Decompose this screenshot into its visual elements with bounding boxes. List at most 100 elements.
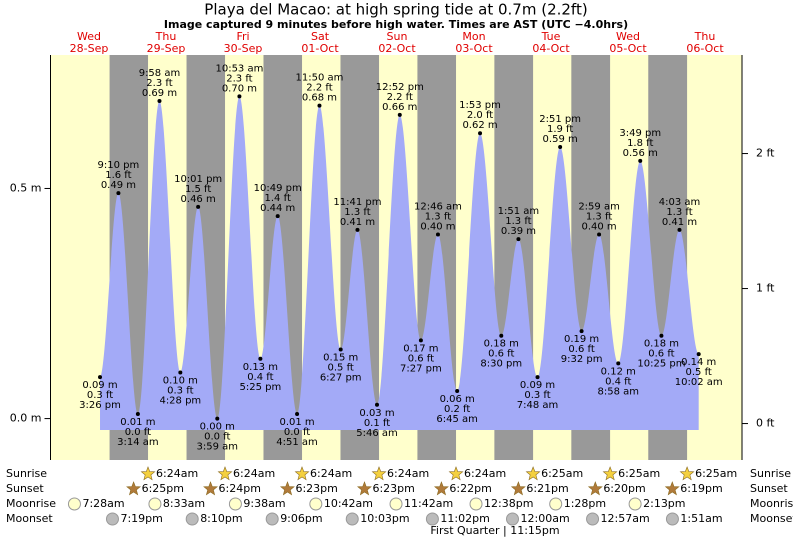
tide-point [418, 338, 423, 343]
sun-icon [510, 481, 526, 496]
y2-tick-label: 0 ft [756, 417, 775, 430]
tide-label: 0.56 m [623, 148, 658, 159]
tide-label: 0.00 m [200, 422, 235, 433]
day-date: 30-Sep [224, 42, 263, 55]
moonrise-icon [469, 497, 483, 511]
tide-label: 0.0 ft [125, 427, 151, 438]
sunset-time: 6:20pm [603, 482, 645, 495]
sunrise-time: 6:25am [695, 467, 737, 480]
tide-point [258, 356, 263, 361]
tide-point [355, 227, 360, 232]
tide-label: 0.5 ft [686, 367, 712, 378]
moonrise-time: 2:13pm [643, 497, 685, 510]
day-date: 04-Oct [532, 42, 570, 55]
tide-label: 11:41 pm [333, 197, 381, 208]
tide-point [375, 402, 380, 407]
sunrise-time: 6:24am [310, 467, 352, 480]
row-label: Sunset [6, 482, 44, 495]
tide-label: 0.46 m [181, 194, 216, 205]
tide-label: 0.03 m [359, 408, 394, 419]
moonrise-icon [628, 497, 642, 511]
sun-icon [433, 481, 449, 496]
sunrise-time: 6:24am [387, 467, 429, 480]
row-label: Moonset [6, 512, 53, 525]
tide-label: 0.4 ft [247, 372, 273, 383]
sun-icon [279, 481, 295, 496]
moonrise-icon [67, 497, 81, 511]
row-label-right: Moonrise [750, 497, 793, 510]
tide-label: 3:59 am [197, 442, 239, 453]
tide-point [196, 204, 201, 209]
tide-label: 1:51 am [498, 206, 540, 217]
tide-point [135, 411, 140, 416]
day-weekday: Sun [387, 30, 408, 43]
y-tick-label: 0.0 m [10, 412, 42, 425]
tide-label: 9:32 pm [561, 354, 603, 365]
day-weekday: Wed [616, 30, 640, 43]
tide-label: 1.6 ft [105, 170, 131, 181]
day-date: 28-Sep [70, 42, 109, 55]
day-date: 03-Oct [455, 42, 493, 55]
tide-label: 0.13 m [243, 362, 278, 373]
tide-point [499, 333, 504, 338]
day-weekday: Tue [541, 30, 561, 43]
row-label: Moonrise [6, 497, 56, 510]
tide-label: 1.3 ft [505, 216, 531, 227]
moonset-time: 10:03pm [360, 512, 409, 525]
moonrise-time: 11:42am [404, 497, 453, 510]
tide-label: 0.09 m [520, 380, 555, 391]
sun-icon [203, 481, 219, 496]
sunset-time: 6:23pm [372, 482, 414, 495]
tide-label: 0.6 ft [648, 349, 674, 360]
tide-label: 4:51 am [276, 437, 318, 448]
tide-point [696, 352, 701, 357]
tide-point [98, 375, 103, 380]
day-date: 06-Oct [686, 42, 724, 55]
tide-point [275, 214, 280, 219]
tide-label: 1.3 ft [344, 207, 370, 218]
tide-label: 0.14 m [681, 357, 716, 368]
tide-label: 1.5 ft [185, 184, 211, 195]
tide-label: 2:51 pm [539, 114, 581, 125]
tide-label: 10:02 am [675, 377, 723, 388]
chart-subtitle: Image captured 9 minutes before high wat… [164, 18, 628, 31]
tide-point [157, 99, 162, 104]
sunset-time: 6:25pm [142, 482, 184, 495]
tide-label: 1.4 ft [265, 193, 291, 204]
moonset-icon [665, 512, 679, 526]
tide-label: 0.12 m [601, 366, 636, 377]
row-label-right: Sunset [750, 482, 788, 495]
tide-label: 0.6 ft [488, 349, 514, 360]
tide-label: 0.39 m [501, 226, 536, 237]
moonset-time: 12:57am [601, 512, 650, 525]
tide-label: 1.3 ft [586, 211, 612, 222]
tide-label: 0.18 m [484, 339, 519, 350]
moonset-icon [265, 512, 279, 526]
moonset-time: 9:06pm [280, 512, 322, 525]
tide-label: 0.5 ft [328, 363, 354, 374]
tide-label: 0.62 m [462, 120, 497, 131]
tide-label: 1.8 ft [627, 138, 653, 149]
moonset-icon [425, 512, 439, 526]
tide-label: 7:48 am [517, 400, 559, 411]
tide-label: 2.3 ft [226, 73, 252, 84]
tide-label: 0.69 m [142, 88, 177, 99]
sunset-time: 6:19pm [680, 482, 722, 495]
tide-label: 0.06 m [440, 394, 475, 405]
tide-label: 5:25 pm [240, 382, 282, 393]
sunrise-time: 6:25am [541, 467, 583, 480]
moonset-time: 7:19pm [120, 512, 162, 525]
tide-label: 0.3 ft [167, 386, 193, 397]
moonrise-icon [549, 497, 563, 511]
tide-point [116, 191, 121, 196]
tide-point [435, 232, 440, 237]
tide-label: 0.1 ft [364, 418, 390, 429]
moonrise-icon [228, 497, 242, 511]
sunrise-time: 6:24am [464, 467, 506, 480]
sun-icon [448, 466, 464, 481]
tide-point [638, 158, 643, 163]
sun-icon [294, 466, 310, 481]
tide-label: 7:27 pm [400, 363, 442, 374]
tide-point [579, 329, 584, 334]
tide-label: 0.59 m [543, 134, 578, 145]
